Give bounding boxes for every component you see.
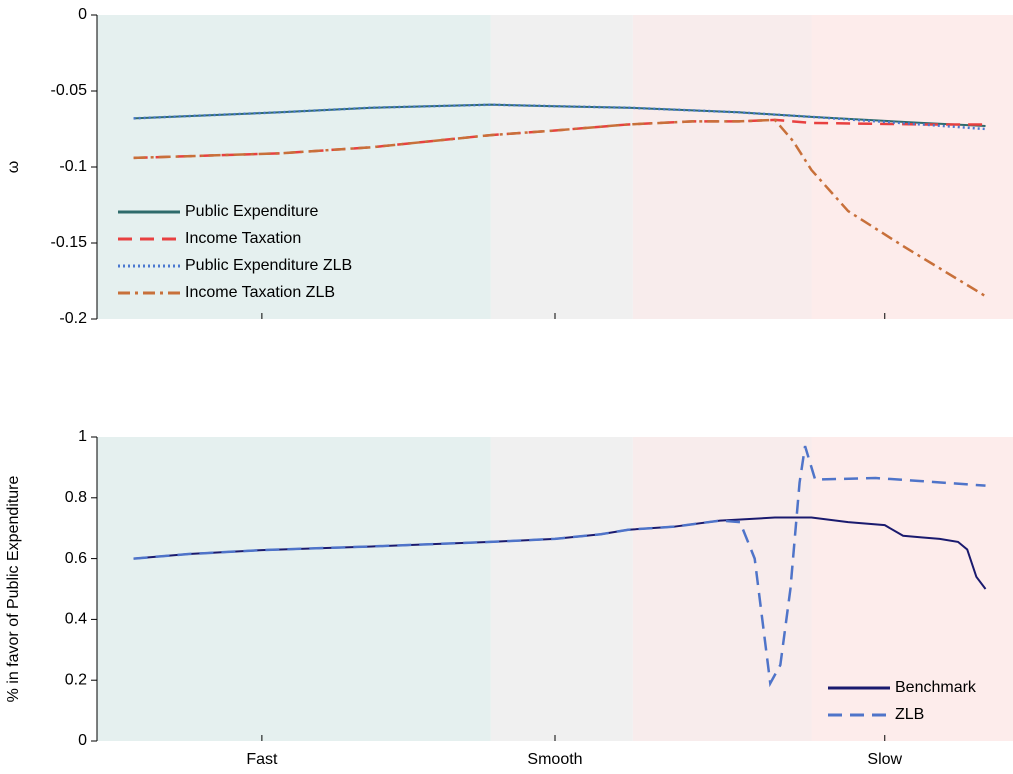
series-line bbox=[133, 103, 986, 127]
legend-label: Income Taxation bbox=[185, 230, 301, 247]
y-tick-label: 1 bbox=[78, 428, 87, 445]
y-tick-label: 0 bbox=[78, 6, 87, 23]
legend-label: ZLB bbox=[895, 706, 924, 723]
region bbox=[632, 437, 812, 741]
legend-label: Public Expenditure ZLB bbox=[185, 257, 352, 274]
region bbox=[811, 15, 1013, 319]
region bbox=[490, 15, 633, 319]
y-tick-label: 0 bbox=[78, 732, 87, 749]
y-tick-label: 0.2 bbox=[65, 671, 87, 688]
legend-label: Benchmark bbox=[895, 679, 977, 696]
series-line bbox=[133, 445, 986, 688]
y-tick-label: -0.15 bbox=[51, 234, 88, 251]
series-line bbox=[133, 516, 987, 590]
series-line bbox=[133, 118, 987, 298]
y-axis-label: % in favor of Public Expenditure bbox=[5, 476, 22, 703]
region bbox=[632, 15, 812, 319]
legend-label: Public Expenditure bbox=[185, 203, 319, 220]
y-tick-label: 0.8 bbox=[65, 489, 87, 506]
legend-label: Income Taxation ZLB bbox=[185, 284, 335, 301]
x-tick-label: Slow bbox=[867, 751, 902, 768]
y-tick-label: 0.6 bbox=[65, 550, 87, 567]
region bbox=[811, 437, 1013, 741]
y-tick-label: 0.4 bbox=[65, 611, 87, 628]
x-tick-label: Fast bbox=[246, 751, 278, 768]
y-tick-label: -0.05 bbox=[51, 82, 88, 99]
region bbox=[97, 15, 491, 319]
region bbox=[490, 437, 633, 741]
y-tick-label: -0.1 bbox=[59, 158, 87, 175]
y-tick-label: -0.2 bbox=[59, 310, 87, 327]
region bbox=[97, 437, 491, 741]
x-tick-label: Smooth bbox=[527, 751, 582, 768]
y-axis-label: ω bbox=[5, 161, 22, 174]
